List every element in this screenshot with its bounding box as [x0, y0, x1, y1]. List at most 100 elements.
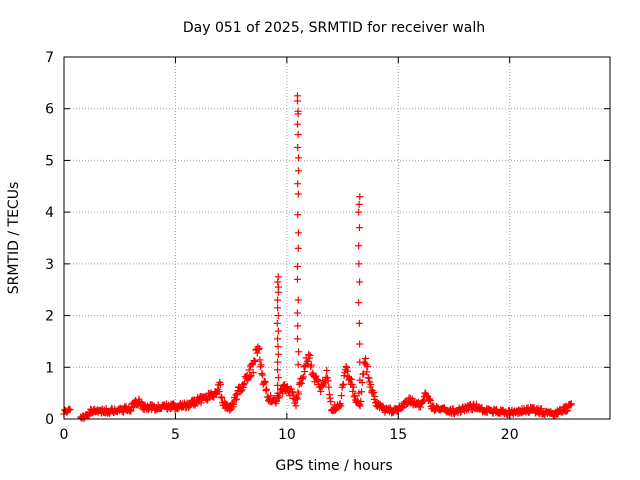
data-point: [299, 373, 307, 381]
data-point: [274, 304, 282, 312]
data-point: [370, 388, 378, 396]
data-point: [294, 361, 302, 369]
data-point: [301, 368, 309, 376]
data-point: [294, 167, 302, 175]
data-point: [274, 374, 282, 382]
data-point: [295, 348, 303, 356]
data-point: [356, 376, 364, 384]
data-point: [456, 408, 464, 416]
x-tick-label: 5: [171, 427, 180, 443]
grid-lines: [64, 57, 610, 419]
data-points: [60, 92, 575, 423]
x-tick-label: 20: [501, 427, 519, 443]
data-point: [255, 345, 263, 353]
data-point: [317, 387, 325, 395]
data-point: [274, 327, 282, 335]
data-point: [364, 363, 372, 371]
y-tick-label: 0: [45, 412, 54, 428]
data-point: [305, 351, 313, 359]
data-point: [127, 407, 135, 415]
data-point: [212, 389, 220, 397]
data-point: [240, 381, 248, 389]
data-point: [347, 375, 355, 383]
data-point: [393, 407, 401, 415]
data-point: [274, 278, 282, 286]
data-point: [365, 374, 373, 382]
data-point: [294, 154, 302, 162]
data-point: [325, 391, 333, 399]
data-point: [301, 362, 309, 370]
data-point: [357, 397, 365, 405]
data-point: [274, 389, 282, 397]
data-point: [293, 395, 301, 403]
data-point: [253, 349, 261, 357]
data-point: [349, 383, 357, 391]
data-point: [256, 356, 264, 364]
data-point: [216, 380, 224, 388]
data-point: [295, 390, 303, 398]
data-point: [239, 383, 247, 391]
data-point: [324, 377, 332, 385]
data-point: [356, 358, 364, 366]
data-point: [356, 193, 364, 201]
data-point: [356, 340, 364, 348]
data-point: [267, 392, 275, 400]
data-point: [312, 372, 320, 380]
data-point: [355, 208, 363, 216]
data-point: [362, 354, 370, 362]
data-point: [370, 395, 378, 403]
data-point: [294, 110, 302, 118]
y-tick-label: 7: [45, 50, 54, 66]
data-point: [363, 368, 371, 376]
y-tick-label: 1: [45, 360, 54, 376]
data-point: [425, 396, 433, 404]
data-point: [274, 350, 282, 358]
data-point: [274, 366, 282, 374]
data-point: [231, 396, 239, 404]
data-point: [323, 366, 331, 374]
data-point: [257, 361, 265, 369]
data-point: [416, 403, 424, 411]
data-point: [275, 394, 283, 402]
chart-title: Day 051 of 2025, SRMTID for receiver wal…: [183, 20, 485, 36]
data-point: [246, 373, 254, 381]
y-tick-label: 5: [45, 153, 54, 169]
data-point: [356, 402, 364, 410]
axis-ticks: 0 5 10 15 20 0 1 2 3 4 5 6 7: [45, 50, 610, 443]
data-point: [326, 394, 334, 402]
data-point: [293, 275, 301, 283]
data-point: [294, 120, 302, 128]
data-point: [355, 260, 363, 268]
data-point: [426, 395, 434, 403]
data-point: [343, 367, 351, 375]
data-point: [398, 404, 406, 412]
data-point: [232, 395, 240, 403]
data-point: [274, 335, 282, 343]
data-point: [356, 278, 364, 286]
data-point: [294, 190, 302, 198]
data-point: [66, 406, 74, 414]
data-point: [351, 392, 359, 400]
data-point: [261, 378, 269, 386]
plot-frame: [63, 56, 611, 420]
data-point: [274, 343, 282, 351]
data-point: [184, 403, 192, 411]
data-point: [355, 242, 363, 250]
data-point: [294, 131, 302, 139]
data-point: [337, 402, 345, 410]
data-point: [307, 361, 315, 369]
data-point: [241, 379, 249, 387]
data-point: [230, 400, 238, 408]
data-point: [255, 345, 263, 353]
data-point: [294, 180, 302, 188]
data-point: [318, 383, 326, 391]
data-point: [327, 398, 335, 406]
data-point: [294, 211, 302, 219]
data-point: [339, 381, 347, 389]
data-point: [197, 399, 205, 407]
data-point: [306, 351, 314, 359]
data-point: [293, 394, 301, 402]
data-point: [274, 312, 282, 320]
data-point: [237, 387, 245, 395]
